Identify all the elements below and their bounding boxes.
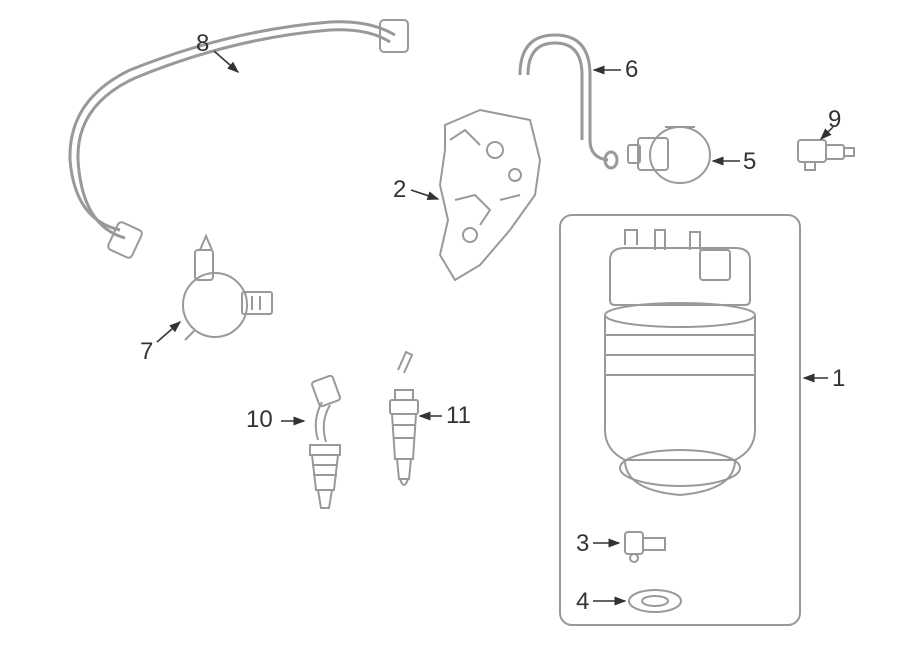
callout-7: 7 — [140, 338, 153, 366]
part-purge-valve-7 — [183, 236, 272, 340]
diagram-svg — [0, 0, 900, 661]
part-valve-5 — [628, 127, 710, 183]
group-box — [560, 215, 800, 625]
parts-diagram: 1 2 3 4 5 6 7 8 9 10 11 — [0, 0, 900, 661]
part-sensor-11 — [390, 352, 418, 485]
callout-4: 4 — [576, 588, 589, 616]
part-hose-6 — [520, 35, 617, 168]
part-bracket-2 — [440, 110, 540, 280]
callout-8: 8 — [196, 30, 209, 58]
part-oxygen-sensor-10 — [310, 375, 341, 508]
callout-11: 11 — [446, 402, 471, 430]
part-sensor-3 — [625, 532, 665, 562]
part-connector-9 — [798, 140, 854, 170]
callout-9: 9 — [828, 106, 841, 134]
callout-1: 1 — [832, 365, 845, 393]
callout-10: 10 — [246, 406, 273, 434]
callout-3: 3 — [576, 530, 589, 558]
part-vapor-canister — [605, 230, 755, 495]
callout-arrows — [157, 51, 833, 601]
callout-5: 5 — [743, 148, 756, 176]
part-harness-8 — [70, 20, 408, 259]
part-grommet-4 — [629, 590, 681, 612]
callout-6: 6 — [625, 56, 638, 84]
callout-2: 2 — [393, 176, 406, 204]
